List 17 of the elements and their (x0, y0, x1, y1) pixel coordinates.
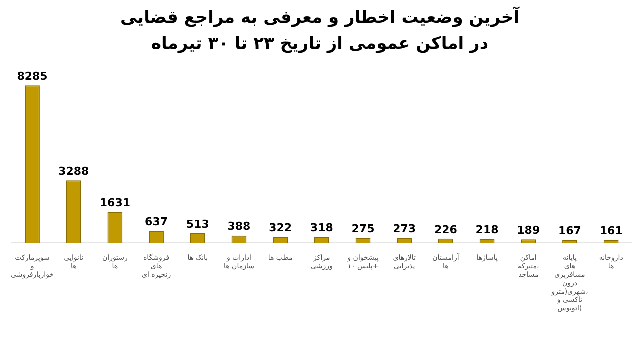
data-label: 318 (310, 222, 334, 235)
data-label: 167 (558, 224, 582, 238)
data-label: 218 (476, 223, 499, 236)
data-label: 388 (228, 220, 251, 234)
data-label: 3288 (58, 165, 90, 178)
chart-subtitle: در اماکن عمومی از تاریخ ۲۳ تا ۳۰ تیرماه (150, 34, 490, 54)
data-label: 275 (352, 222, 375, 236)
data-label: 8285 (17, 70, 48, 83)
data-label: 189 (517, 224, 540, 237)
chart-title: آخرین وضعیت اخطار و معرفی به مراجع قضایی (119, 8, 521, 28)
data-label: 637 (145, 215, 168, 228)
data-label: 273 (393, 222, 416, 236)
data-label: 322 (269, 221, 292, 234)
data-label: 513 (186, 218, 210, 231)
data-label: 226 (434, 223, 458, 236)
data-label: 1631 (100, 196, 131, 210)
data-label: 161 (600, 224, 623, 238)
